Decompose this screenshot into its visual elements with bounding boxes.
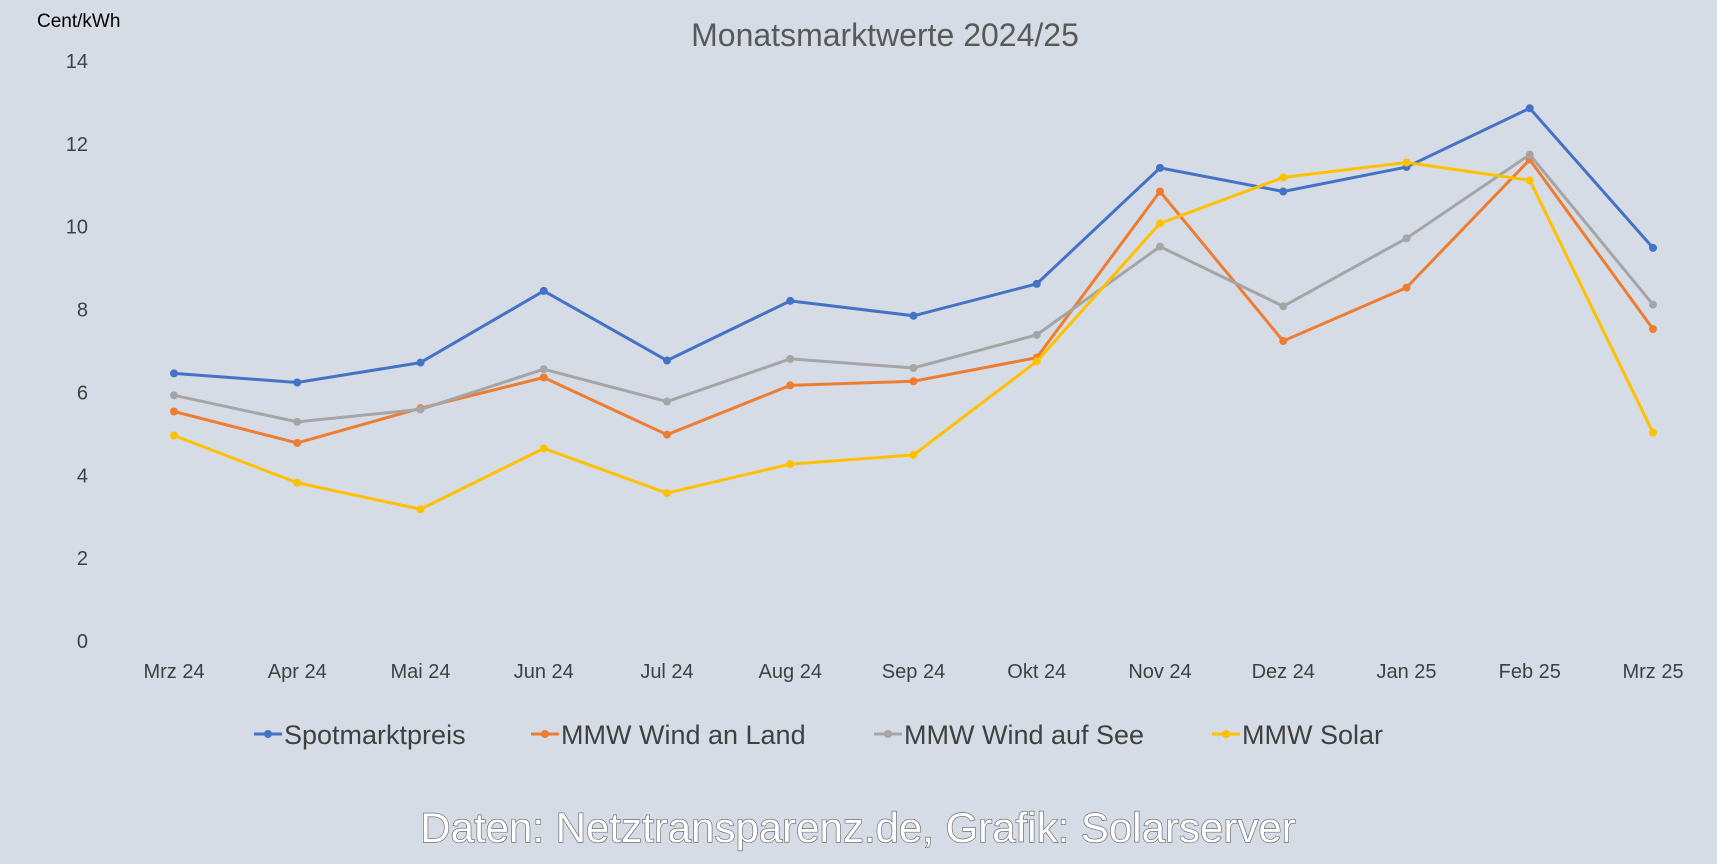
data-point: [293, 438, 302, 447]
data-point: [909, 377, 918, 386]
data-point: [416, 358, 425, 367]
legend-marker: [264, 730, 272, 738]
x-tick-label: Mai 24: [390, 661, 450, 683]
data-source-credit: Daten: Netztransparenz.de, Grafik: Solar…: [420, 804, 1295, 851]
x-tick-label: Jan 25: [1376, 661, 1436, 683]
y-axis-unit-label: Cent/kWh: [37, 11, 120, 32]
data-point: [1525, 176, 1534, 185]
x-tick-label: Okt 24: [1007, 661, 1066, 683]
x-tick-label: Jul 24: [640, 661, 693, 683]
data-point: [1279, 187, 1288, 196]
legend-label: MMW Wind an Land: [561, 720, 806, 750]
x-tick-label: Feb 25: [1499, 661, 1561, 683]
x-tick-label: Mrz 24: [143, 661, 204, 683]
data-point: [1402, 234, 1411, 243]
y-tick-label: 2: [77, 548, 88, 570]
data-point: [1279, 302, 1288, 311]
legend: Spotmarktpreis MMW Wind an Land MMW Wind a…: [254, 720, 1383, 750]
legend-label: MMW Solar: [1242, 720, 1383, 750]
data-point: [786, 460, 795, 469]
data-point: [786, 381, 795, 390]
legend-marker: [1222, 730, 1230, 738]
data-point: [539, 286, 548, 295]
data-point: [170, 369, 178, 378]
series-3: [170, 158, 1657, 514]
data-point: [1279, 337, 1288, 346]
data-point: [663, 356, 671, 365]
data-point: [539, 365, 548, 374]
y-tick-label: 14: [66, 51, 88, 73]
x-tick-label: Jun 24: [514, 661, 574, 683]
x-tick-label: Mrz 25: [1622, 661, 1683, 683]
data-point: [1032, 279, 1041, 288]
data-point: [909, 450, 918, 459]
data-point: [170, 431, 178, 440]
series-layer: [170, 104, 1657, 514]
x-tick-label: Dez 24: [1252, 661, 1315, 683]
x-tick-label: Aug 24: [759, 661, 822, 683]
data-point: [1649, 325, 1657, 334]
legend-marker: [884, 730, 892, 738]
chart-title: Monatsmarktwerte 2024/25: [691, 17, 1079, 53]
data-point: [786, 296, 795, 305]
y-tick-label: 4: [77, 465, 88, 487]
data-point: [663, 430, 671, 439]
x-tick-label: Sep 24: [882, 661, 945, 683]
y-tick-label: 0: [77, 631, 88, 653]
data-point: [1402, 283, 1411, 292]
y-tick-label: 10: [66, 217, 88, 239]
data-point: [293, 478, 302, 487]
data-point: [1525, 150, 1534, 159]
data-point: [539, 444, 548, 453]
data-point: [1156, 219, 1164, 228]
data-point: [170, 407, 178, 416]
data-point: [539, 373, 548, 382]
data-point: [293, 417, 302, 426]
data-point: [170, 391, 178, 400]
series-0: [170, 104, 1657, 387]
data-point: [909, 363, 918, 372]
data-point: [1402, 158, 1411, 167]
data-point: [293, 378, 302, 387]
data-point: [1156, 187, 1164, 196]
data-point: [1032, 357, 1041, 366]
data-point: [1525, 104, 1534, 113]
data-point: [1156, 163, 1164, 172]
data-point: [1649, 428, 1657, 437]
data-point: [663, 397, 671, 406]
data-point: [909, 311, 918, 320]
series-1: [170, 155, 1657, 447]
data-point: [1032, 330, 1041, 339]
data-point: [1279, 173, 1288, 182]
series-2: [170, 150, 1657, 426]
data-point: [416, 405, 425, 414]
data-point: [1156, 242, 1164, 251]
data-point: [1649, 300, 1657, 309]
y-tick-label: 6: [77, 382, 88, 404]
data-point: [663, 489, 671, 498]
y-tick-label: 8: [77, 300, 88, 322]
x-axis-ticks: Mrz 24 Apr 24 Mai 24 Jun 24 Jul 24 Aug 24 Sep …: [143, 661, 1683, 683]
y-axis-ticks: 0 2 4 6 8 10 12 14: [66, 51, 88, 653]
legend-label: MMW Wind auf See: [904, 720, 1144, 750]
legend-marker: [541, 730, 549, 738]
data-point: [786, 354, 795, 363]
legend-label: Spotmarktpreis: [284, 720, 466, 750]
x-tick-label: Nov 24: [1128, 661, 1191, 683]
series-line: [172, 158, 1655, 445]
series-line: [172, 106, 1655, 384]
x-tick-label: Apr 24: [268, 661, 327, 683]
y-tick-label: 12: [66, 134, 88, 156]
data-point: [1649, 243, 1657, 252]
data-point: [416, 505, 425, 514]
